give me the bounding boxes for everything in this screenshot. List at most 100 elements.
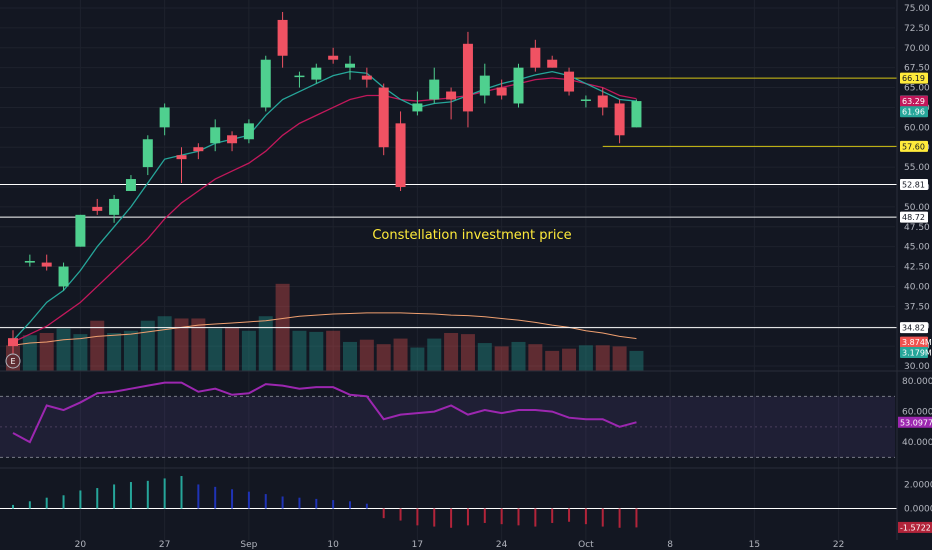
price-badge: 66.19 [900,72,928,84]
candle[interactable] [614,99,625,144]
candle-body [429,79,440,100]
candle[interactable] [24,254,35,267]
candle[interactable] [597,87,608,116]
volume-bar [191,318,206,371]
candle-body [479,75,490,96]
candle[interactable] [277,11,288,68]
price-tick-label: 30.00 [904,362,930,372]
candle[interactable] [513,63,524,108]
price-badge: 61.96 [900,106,928,118]
candle-body [311,67,322,80]
volume-bar [140,320,155,371]
candle[interactable] [294,71,305,88]
volume-bar [595,345,610,371]
candle[interactable] [210,119,221,152]
price-badge-label: 3.874M [902,338,932,347]
candle[interactable] [361,67,372,88]
x-tick-label: 10 [327,540,339,550]
candle[interactable] [479,63,490,104]
candle-body [462,43,473,112]
volume-bar [511,341,526,371]
candle[interactable] [564,67,575,96]
volume-bar [477,343,492,371]
price-tick-label: 47.50 [904,223,930,233]
x-tick-label: 15 [749,540,760,550]
candle[interactable] [530,39,541,72]
price-panel[interactable] [0,11,897,371]
volume-bar [123,330,138,371]
candle[interactable] [412,91,423,116]
candle[interactable] [125,175,136,191]
candle[interactable] [142,135,153,176]
candle[interactable] [159,103,170,136]
candle-body [614,103,625,136]
candle[interactable] [429,67,440,104]
candle[interactable] [109,194,120,223]
candle[interactable] [311,63,322,84]
candle[interactable] [328,47,339,64]
volume-bar [359,339,374,371]
volume-ma-line [12,312,637,346]
candle[interactable] [395,111,406,191]
price-badge-bg [900,336,928,348]
candle[interactable] [92,198,103,215]
volume-bar [309,331,324,371]
candle-body [597,95,608,108]
candle[interactable] [547,55,558,68]
candle-body [227,135,238,144]
volume-bar [292,330,307,371]
candle[interactable] [58,262,69,291]
candle-body [8,338,18,347]
candle[interactable] [75,214,86,247]
volume-bar [73,334,88,371]
histogram-badge-bg [898,521,932,533]
volume-bar [578,345,593,371]
candle[interactable] [378,83,389,156]
candle[interactable] [193,143,204,160]
candle[interactable] [446,87,457,120]
candle[interactable] [496,79,507,100]
volume-bar [22,335,37,371]
price-badge: 34.82 [900,322,928,334]
candle[interactable] [176,147,187,184]
price-badge-label: 3.179M [902,348,932,357]
volume-bar [6,345,20,371]
candle[interactable] [345,55,355,80]
volume-bar [410,347,425,371]
histogram-panel[interactable] [0,476,897,528]
candle-body [75,214,86,247]
candle-body [294,75,305,78]
price-tick-label: 37.50 [904,302,930,312]
candle-body [547,59,558,68]
volume-bar [241,330,256,371]
price-badge-bg [900,95,928,107]
candle-body [210,127,221,144]
candle[interactable] [41,254,52,271]
price-badge: 48.72 [900,211,928,223]
price-badge-bg [900,322,928,334]
price-tick-label: 60.00 [904,123,930,133]
candle[interactable] [580,95,591,108]
volume-bar [39,333,54,371]
candle[interactable] [260,55,271,112]
grid-lines [0,0,895,540]
candle[interactable] [243,119,254,144]
volume-bar [174,318,189,371]
candle[interactable] [462,31,473,128]
ema-slow-line [12,77,637,343]
candle[interactable] [631,99,642,128]
candle-body [530,47,541,68]
candle[interactable] [227,131,238,152]
price-badge-label: 57.60 [902,142,925,151]
price-badge-label: 63.29 [902,97,925,106]
volume-bar [528,344,543,371]
earnings-marker[interactable]: E [5,353,21,369]
rsi-panel[interactable] [0,381,895,458]
candle[interactable] [8,330,18,355]
